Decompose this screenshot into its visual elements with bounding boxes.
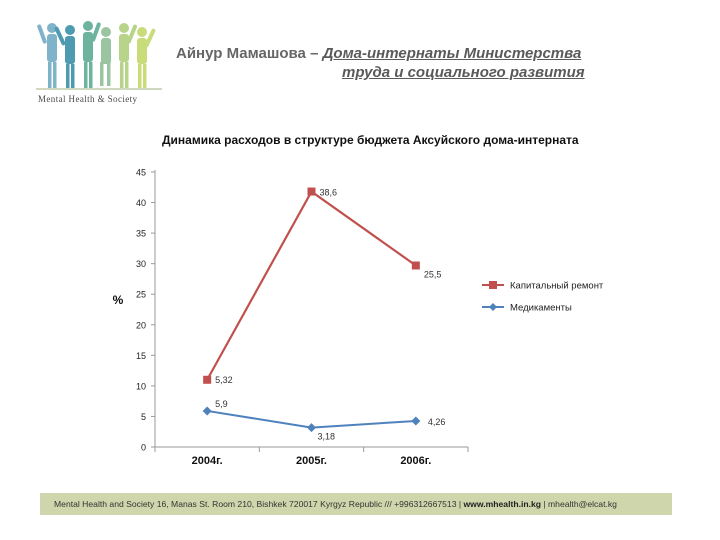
data-point (307, 187, 316, 196)
logo-text: Mental Health & Society (38, 94, 138, 104)
x-tick-label: 2006г. (400, 455, 431, 467)
data-point (307, 423, 316, 433)
slide-title-line2: труда и социального развития (342, 64, 585, 81)
data-point (203, 375, 212, 384)
y-tick-label: 20 (136, 320, 146, 330)
slide-title-line1: Дома-интернаты Министерства (322, 45, 582, 62)
y-tick-label: 10 (136, 381, 146, 391)
data-label: 38,6 (320, 188, 338, 198)
legend-marker (489, 281, 497, 289)
data-label: 5,32 (215, 375, 233, 385)
x-tick-label: 2004г. (192, 455, 223, 467)
footer-bar: Mental Health and Society 16, Manas St. … (40, 493, 672, 515)
y-tick-label: 25 (136, 290, 146, 300)
data-label: 4,26 (428, 417, 446, 427)
x-tick-label: 2005г. (296, 455, 327, 467)
y-tick-label: 15 (136, 351, 146, 361)
y-tick-label: 5 (141, 412, 146, 422)
y-tick-label: 45 (136, 168, 146, 178)
data-point (202, 406, 212, 416)
data-label: 5,9 (215, 399, 228, 409)
y-tick-label: 0 (141, 443, 146, 453)
legend-marker (489, 303, 497, 311)
people-silhouettes-icon (36, 21, 162, 90)
y-tick-label: 30 (136, 259, 146, 269)
y-tick-label: 35 (136, 229, 146, 239)
chart-title: Динамика расходов в структуре бюджета Ак… (162, 133, 579, 147)
data-label: 3,18 (318, 432, 336, 442)
data-point (411, 261, 420, 270)
legend-label: Капитальный ремонт (510, 281, 604, 292)
footer-email: | mhealth@elcat.kg (541, 499, 617, 509)
line-chart: 0 5 10 15 20 25 30 35 40 45% 2004г. 2005г. 2006г. 5,3… (113, 168, 604, 468)
data-label: 25,5 (424, 270, 442, 280)
y-tick-label: 40 (136, 198, 146, 208)
author-name: Айнур Мамашова (176, 45, 306, 62)
slide-header: Айнур Мамашова – Дома-интернаты Министер… (176, 44, 636, 82)
data-point (411, 416, 421, 426)
y-axis-label: % (113, 293, 124, 307)
legend-label: Медикаменты (510, 303, 572, 314)
header-dash: – (310, 45, 319, 62)
footer-website-link[interactable]: www.mhealth.in.kg (463, 499, 542, 509)
footer-address: Mental Health and Society 16, Manas St. … (54, 499, 464, 509)
series-line-1 (206, 189, 417, 381)
logo (36, 21, 162, 90)
